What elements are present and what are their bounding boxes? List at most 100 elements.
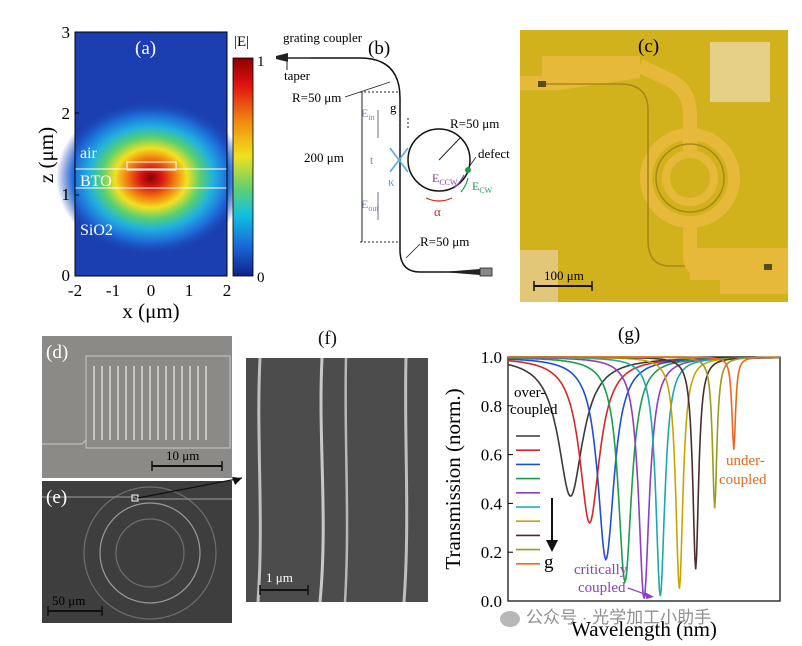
transmission-curves (507, 356, 780, 599)
zoom-connector (137, 477, 243, 499)
x-tick-m2: -2 (68, 281, 82, 300)
y-tick-label: 0.4 (481, 494, 503, 513)
y-tick-label: 0.6 (481, 446, 502, 465)
panel-label-a: (a) (135, 38, 156, 59)
e-ccw-sub: CCW (439, 178, 458, 187)
radius-bottom-label: R=50 μm (420, 234, 469, 249)
upper-trace (637, 59, 697, 150)
coupling-cross (389, 147, 409, 173)
x-axis-ticks: -2 -1 0 1 2 (68, 281, 231, 300)
waveguide-ridge-outline (126, 161, 177, 171)
watermark-text: 公众号 · 光学加工小助手 (526, 608, 712, 627)
legend-title-line1: over- (514, 385, 545, 401)
svg-text:ECW: ECW (472, 179, 493, 195)
gap-arrow-label: g (544, 552, 554, 573)
critically-coupled-line2: coupled (578, 580, 626, 596)
alpha-label: α (434, 204, 441, 219)
x-tick-m1: -1 (106, 281, 120, 300)
ring-waveguide-e (99, 502, 201, 604)
colorbar-min: 0 (257, 270, 265, 286)
transmission-curve-10 (508, 356, 780, 450)
panel-g-transmission-chart: (g) 0.0 0.2 0.4 0.6 0.8 1.0 Transmission (nor… (441, 324, 781, 641)
top-left-electrode (520, 56, 640, 90)
e-ccw-label: E (432, 171, 439, 185)
panel-label-d: (d) (46, 342, 68, 363)
grating-teeth (93, 366, 207, 440)
svg-text:Eout: Eout (361, 197, 379, 213)
panel-f-sem-closeup: (f) 1 μm (246, 358, 428, 602)
y-tick-label: 0.8 (481, 397, 502, 416)
panel-e-sem-ring: 50 μm (e) (42, 481, 232, 623)
mode-field-halo (56, 100, 246, 256)
e-cw-sub: CW (479, 186, 492, 195)
e-in-sub: in (368, 113, 374, 122)
scale-bar-c-label: 100 μm (544, 268, 584, 283)
waveguide-edge-3 (343, 358, 349, 602)
kappa-label: κ (388, 174, 395, 189)
bottom-grating-coupler (442, 269, 480, 275)
ring-electrode-inner (662, 150, 718, 206)
region-air-label: air (80, 145, 98, 162)
y-tick-labels: 0.0 0.2 0.4 0.6 0.8 1.0 (481, 348, 513, 611)
taper-label: taper (284, 68, 311, 83)
under-coupled-line1: under- (726, 453, 765, 469)
y-tick-label: 0.2 (481, 543, 502, 562)
svg-text:ECCW: ECCW (432, 171, 458, 187)
colorbar-title: |E| (234, 34, 249, 50)
grating-region (85, 355, 231, 449)
x-axis-title: Wavelength (nm) (571, 617, 717, 641)
waveguide-edge-1 (256, 358, 262, 602)
bottom-right-electrode (690, 248, 788, 294)
transmission-curve-4 (508, 356, 780, 585)
ring-electrode-e (83, 486, 217, 620)
waveguide-edge-4 (402, 358, 409, 602)
defect-label: defect (478, 146, 510, 161)
y-tick-1: 1 (62, 185, 71, 204)
y-tick-label: 0.0 (481, 592, 502, 611)
legend (516, 435, 540, 565)
colorbar (232, 57, 254, 277)
region-sio2-label: SiO2 (80, 222, 113, 239)
ring-waveguide (655, 143, 725, 213)
panel-label-c: (c) (638, 36, 659, 57)
ring-radius-label: R=50 μm (450, 116, 499, 131)
gap-label: g (390, 100, 397, 115)
x-axis-label: x (μm) (122, 299, 179, 323)
panel-c-optical-micrograph: 100 μm (c) (520, 30, 788, 302)
panel-b-schematic: (b) grating coupler taper R=50 μm 200 μm… (276, 30, 510, 277)
length-label: 200 μm (304, 150, 344, 165)
e-out-sub: out (368, 204, 379, 213)
watermark: 公众号 · 光学加工小助手 (500, 603, 711, 628)
grating-coupler-label: grating coupler (283, 30, 363, 45)
bus-waveguide-e (42, 496, 232, 500)
transmission-coeff-label: t (370, 153, 374, 167)
panel-a-mode-profile: (a) air BTO SiO2 3 2 1 0 -2 -1 0 1 2 x (… (34, 23, 265, 323)
scale-bar-e-label: 50 μm (52, 593, 85, 608)
top-grating-coupler (276, 53, 288, 62)
colorbar-max: 1 (257, 54, 265, 70)
e-in-label: E (361, 106, 368, 120)
bus-waveguide-c (540, 83, 770, 267)
defect-marker (465, 167, 471, 173)
y-axis-title: Transmission (norm.) (441, 388, 465, 569)
wechat-icon (500, 610, 520, 627)
radius-top-label: R=50 μm (292, 90, 341, 105)
ring-resonator (407, 128, 471, 192)
zoom-marker (131, 494, 139, 502)
y-axis-ticks: 3 2 1 0 (62, 23, 71, 285)
panel-label-e: (e) (46, 487, 67, 508)
e-out-label: E (361, 197, 368, 211)
waveguide-edge-2 (318, 358, 325, 602)
under-coupled-line2: coupled (719, 472, 767, 488)
y-axis-label: z (μm) (34, 127, 58, 183)
e-cw-label: E (472, 179, 479, 193)
x-tick-1: 1 (185, 281, 194, 300)
panel-d-sem-grating: 10 μm (d) (42, 336, 232, 478)
scale-bar-d-label: 10 μm (166, 448, 199, 463)
y-tick-label: 1.0 (481, 348, 502, 367)
panel-label-f-top: (f) (318, 328, 337, 349)
critically-coupled-line1: critically (574, 562, 628, 578)
panel-label-g: (g) (618, 324, 640, 345)
field-map-frame (74, 31, 228, 277)
x-tick-0: 0 (147, 281, 156, 300)
